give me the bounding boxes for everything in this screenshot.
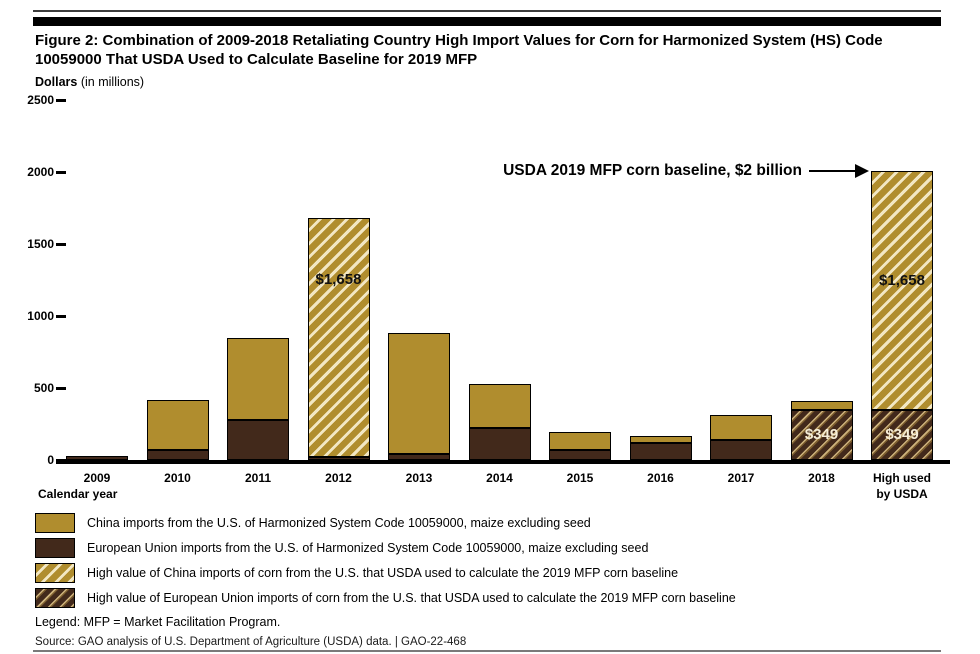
legend-label: China imports from the U.S. of Harmonize… xyxy=(87,515,591,530)
bar-segment-eu xyxy=(710,439,772,460)
bar-segment-china xyxy=(388,333,450,455)
x-axis-line xyxy=(56,460,950,464)
x-tick-label: High used by USDA xyxy=(872,471,931,501)
y-tick-label: 1500 xyxy=(27,237,54,251)
top-black-bar xyxy=(33,17,941,26)
bar-segment-eu_high xyxy=(790,409,853,460)
legend-row-eu: European Union imports from the U.S. of … xyxy=(35,535,736,560)
bar-segment-china xyxy=(468,384,531,429)
x-tick-label: 2015 xyxy=(566,471,594,485)
x-tick-label: 2009 xyxy=(83,471,111,485)
annotation-text: USDA 2019 MFP corn baseline, $2 billion xyxy=(503,162,802,179)
bar-segment-eu xyxy=(227,419,289,460)
bar-segment-eu xyxy=(388,454,450,460)
bar-segment-eu_high xyxy=(871,409,933,460)
figure-title: Figure 2: Combination of 2009-2018 Retal… xyxy=(35,31,940,69)
legend-note: Legend: MFP = Market Facilitation Progra… xyxy=(35,615,281,629)
legend-row-china: China imports from the U.S. of Harmonize… xyxy=(35,510,736,535)
bar-segment-china xyxy=(549,431,611,450)
legend-label: High value of European Union imports of … xyxy=(87,590,736,605)
y-axis-title-bold: Dollars xyxy=(35,75,78,89)
legend-swatch-eu-solid xyxy=(35,537,75,558)
y-tick-mark xyxy=(56,314,66,318)
x-axis-title: Calendar year xyxy=(38,487,118,501)
legend-label: European Union imports from the U.S. of … xyxy=(87,540,649,555)
bar-value-label: $1,658 xyxy=(879,271,925,289)
bar-value-label: $1,658 xyxy=(315,271,362,289)
bar-segment-china_high xyxy=(871,170,933,410)
y-tick-label: 2500 xyxy=(27,93,54,107)
x-tick-label: 2014 xyxy=(486,471,513,485)
y-tick-mark xyxy=(56,458,66,462)
legend-swatch-china-solid xyxy=(35,512,75,533)
source-line: Source: GAO analysis of U.S. Department … xyxy=(35,636,467,648)
top-thin-rule xyxy=(33,10,941,12)
y-tick-mark xyxy=(56,98,66,102)
x-tick-label: 2012 xyxy=(325,471,352,485)
y-tick-label: 2000 xyxy=(27,165,54,179)
legend-label: High value of China imports of corn from… xyxy=(87,565,679,580)
baseline-annotation: USDA 2019 MFP corn baseline, $2 billion xyxy=(503,162,869,180)
bar-segment-eu xyxy=(66,456,128,460)
y-tick-label: 500 xyxy=(33,381,54,395)
y-tick-label: 0 xyxy=(47,453,54,467)
legend-row-china-high: High value of China imports of corn from… xyxy=(35,560,736,585)
bar-segment-china xyxy=(790,401,853,410)
bar-segment-china xyxy=(629,435,692,444)
x-tick-label: 2017 xyxy=(727,471,755,485)
x-tick-label: 2010 xyxy=(164,471,191,485)
bar-value-label: $349 xyxy=(804,425,839,443)
chart-legend: China imports from the U.S. of Harmonize… xyxy=(35,510,736,610)
bar-segment-eu xyxy=(468,428,531,460)
y-axis-title: Dollars (in millions) xyxy=(35,75,144,89)
legend-swatch-eu-hatched xyxy=(35,587,75,608)
bottom-rule xyxy=(33,650,941,652)
arrow-right-icon xyxy=(855,164,869,178)
figure-title-line1: Figure 2: Combination of 2009-2018 Retal… xyxy=(35,32,883,49)
x-tick-label: 2013 xyxy=(405,471,433,485)
bar-segment-eu xyxy=(629,443,692,460)
arrow-line xyxy=(809,169,855,173)
bar-segment-china_high xyxy=(307,218,370,458)
x-tick-label: 2018 xyxy=(808,471,835,485)
figure-title-line2: 10059000 That USDA Used to Calculate Bas… xyxy=(35,51,478,68)
bar-segment-china xyxy=(710,415,772,440)
y-tick-mark xyxy=(56,242,66,246)
y-tick-mark xyxy=(56,386,66,390)
y-tick-label: 1000 xyxy=(27,309,54,323)
x-tick-label: 2016 xyxy=(647,471,674,485)
x-tick-label: 2011 xyxy=(244,471,272,485)
bar-value-label: $349 xyxy=(885,425,919,443)
bar-segment-china xyxy=(146,399,209,450)
y-tick-mark xyxy=(56,170,66,174)
bar-segment-eu xyxy=(549,449,611,460)
bar-segment-eu xyxy=(146,449,209,460)
bar-segment-eu xyxy=(307,457,370,460)
bar-segment-china xyxy=(227,338,289,420)
legend-row-eu-high: High value of European Union imports of … xyxy=(35,585,736,610)
y-axis-title-note: (in millions) xyxy=(77,75,145,89)
legend-swatch-china-hatched xyxy=(35,562,75,583)
